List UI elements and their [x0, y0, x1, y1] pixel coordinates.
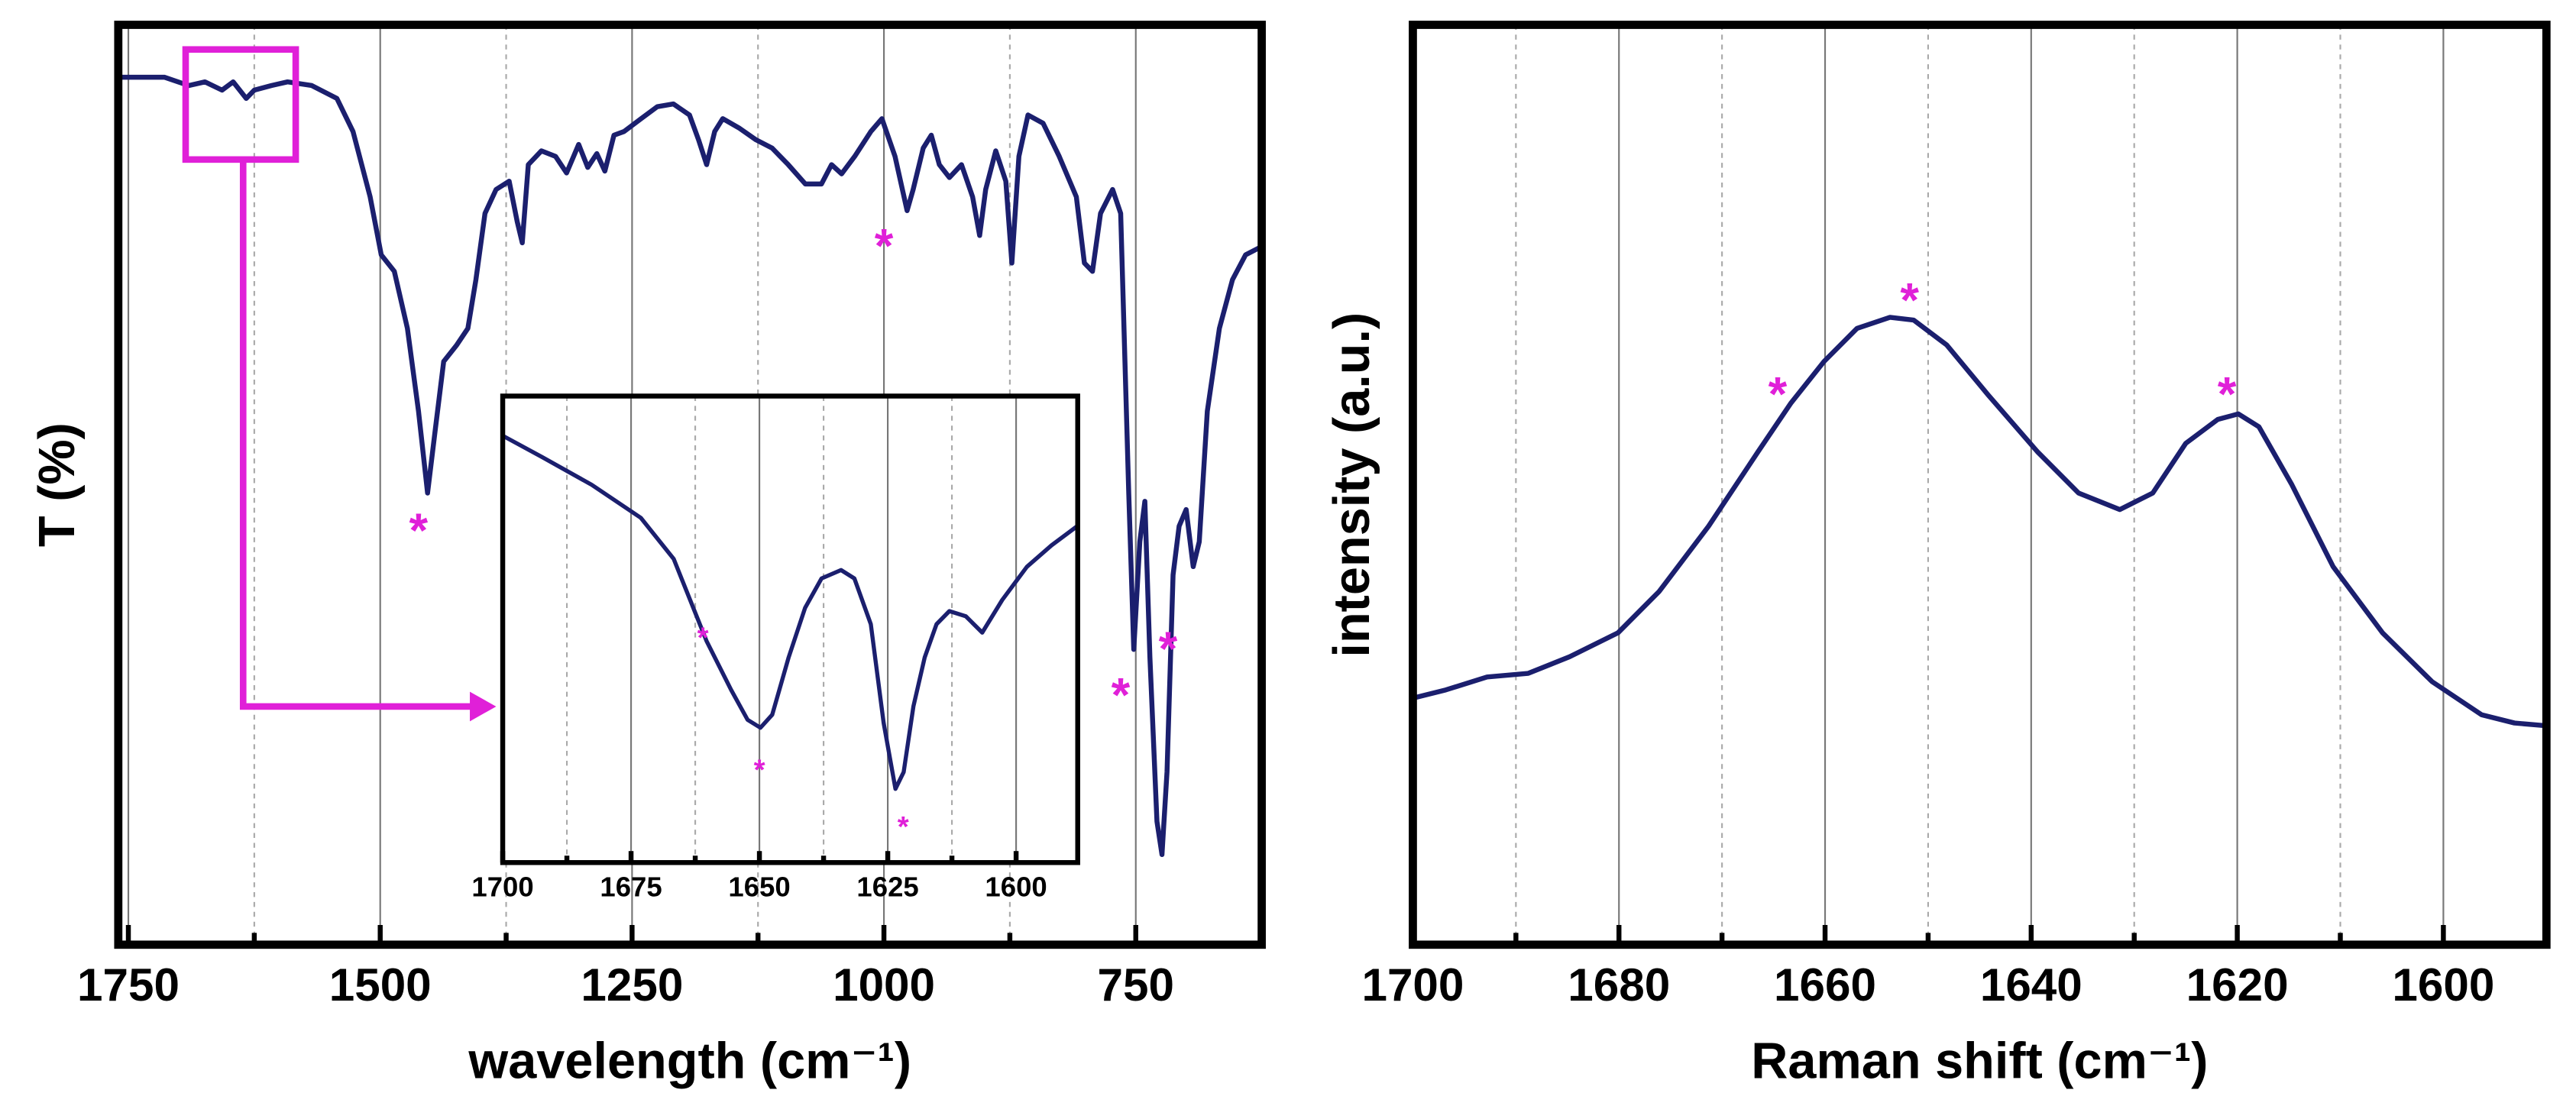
x-tick-label: 1000 [833, 959, 935, 1011]
x-tick-label: 1620 [2186, 959, 2289, 1011]
x-tick-label: 1700 [471, 872, 533, 903]
x-tick-label: 1500 [329, 959, 432, 1011]
spectrum-line [1412, 315, 2547, 729]
x-tick-label: 1660 [1774, 959, 1876, 1011]
peak-marker: * [1159, 623, 1178, 676]
peak-marker: * [2218, 368, 2237, 422]
x-tick-label: 1700 [1361, 959, 1464, 1011]
zoom-arrow [239, 159, 474, 710]
plot-background [1413, 24, 2547, 945]
x-tick-label: 1675 [600, 872, 662, 903]
x-tick-label: 1650 [728, 872, 790, 903]
x-tick-label: 1600 [985, 872, 1047, 903]
x-tick-label: 1625 [856, 872, 918, 903]
plot-frame [114, 21, 1266, 949]
x-axis-label: Raman shift (cm⁻¹) [1751, 1033, 2208, 1089]
peak-marker: * [1900, 274, 1919, 328]
x-tick-label: 750 [1098, 959, 1174, 1011]
x-tick-label: 1680 [1568, 959, 1670, 1011]
plot-frame [500, 393, 1080, 865]
x-tick-label: 1600 [2392, 959, 2494, 1011]
y-axis-label: intensity (a.u.) [1324, 312, 1380, 658]
x-tick-label: 1640 [1980, 959, 2082, 1011]
spectrum-line [118, 74, 1264, 858]
peak-marker: * [409, 504, 429, 558]
zoom-arrow-head [470, 691, 497, 722]
peak-marker: * [1769, 368, 1788, 422]
peak-marker: * [1112, 668, 1131, 722]
peak-marker: * [697, 621, 709, 654]
plot-background [503, 396, 1078, 863]
peak-marker: * [898, 810, 909, 843]
peak-marker: * [875, 220, 894, 273]
x-tick-label: 1750 [77, 959, 180, 1011]
plot-frame [1409, 21, 2551, 949]
x-tick-label: 1250 [581, 959, 683, 1011]
spectrum-line [501, 434, 1079, 791]
peak-marker: * [754, 753, 765, 786]
x-axis-label: wavelength (cm⁻¹) [468, 1033, 911, 1089]
y-axis-label: T (%) [29, 422, 86, 547]
